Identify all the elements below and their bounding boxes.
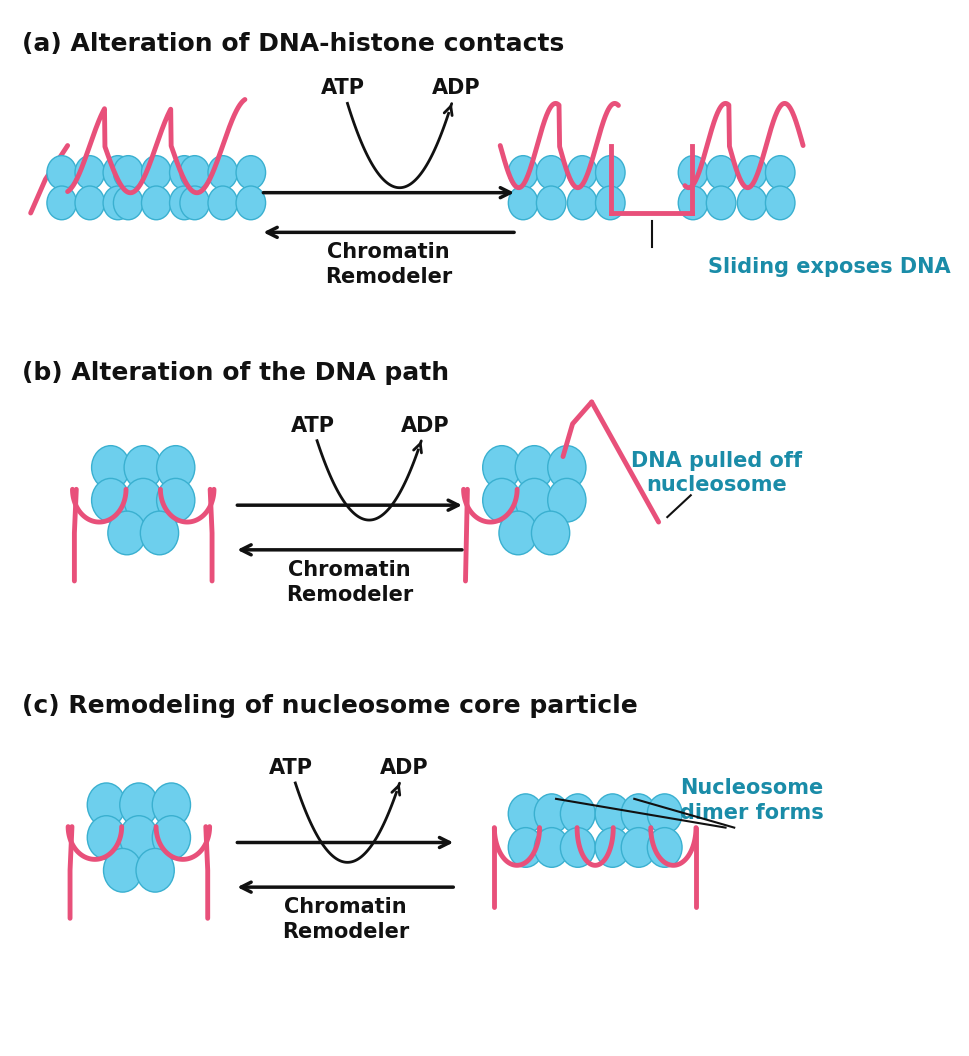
Circle shape bbox=[536, 186, 565, 220]
Text: (b) Alteration of the DNA path: (b) Alteration of the DNA path bbox=[21, 361, 449, 385]
Circle shape bbox=[235, 186, 266, 220]
Circle shape bbox=[515, 478, 553, 522]
Circle shape bbox=[483, 478, 520, 522]
Circle shape bbox=[765, 186, 795, 220]
Circle shape bbox=[87, 782, 125, 827]
Circle shape bbox=[595, 186, 624, 220]
Circle shape bbox=[677, 155, 707, 189]
Circle shape bbox=[705, 186, 735, 220]
Circle shape bbox=[620, 794, 655, 833]
Text: Chromatin
Remodeler: Chromatin Remodeler bbox=[286, 560, 413, 604]
Circle shape bbox=[765, 155, 795, 189]
Circle shape bbox=[646, 794, 681, 833]
Text: ADP: ADP bbox=[401, 416, 450, 436]
Circle shape bbox=[536, 155, 565, 189]
Circle shape bbox=[91, 478, 130, 522]
Circle shape bbox=[567, 186, 596, 220]
Circle shape bbox=[179, 186, 209, 220]
Text: Chromatin
Remodeler: Chromatin Remodeler bbox=[281, 897, 409, 942]
Circle shape bbox=[534, 828, 569, 867]
Circle shape bbox=[104, 848, 141, 892]
Circle shape bbox=[547, 446, 585, 489]
Circle shape bbox=[119, 815, 158, 860]
Circle shape bbox=[595, 155, 624, 189]
Circle shape bbox=[47, 186, 77, 220]
Circle shape bbox=[156, 478, 195, 522]
Circle shape bbox=[595, 794, 629, 833]
Circle shape bbox=[108, 511, 146, 554]
Circle shape bbox=[677, 186, 707, 220]
Circle shape bbox=[620, 828, 655, 867]
Text: Chromatin
Remodeler: Chromatin Remodeler bbox=[325, 242, 452, 287]
Circle shape bbox=[547, 478, 585, 522]
Circle shape bbox=[515, 446, 553, 489]
Circle shape bbox=[141, 155, 171, 189]
Circle shape bbox=[508, 828, 543, 867]
Circle shape bbox=[560, 828, 595, 867]
Circle shape bbox=[75, 186, 105, 220]
Circle shape bbox=[152, 782, 190, 827]
Circle shape bbox=[156, 446, 195, 489]
Text: DNA pulled off
nucleosome: DNA pulled off nucleosome bbox=[631, 451, 801, 495]
Text: ATP: ATP bbox=[268, 758, 313, 778]
Circle shape bbox=[75, 155, 105, 189]
Circle shape bbox=[567, 155, 596, 189]
Circle shape bbox=[179, 155, 209, 189]
Circle shape bbox=[141, 186, 171, 220]
Circle shape bbox=[207, 155, 237, 189]
Circle shape bbox=[113, 186, 142, 220]
Circle shape bbox=[235, 155, 266, 189]
Text: (a) Alteration of DNA-histone contacts: (a) Alteration of DNA-histone contacts bbox=[21, 32, 563, 56]
Circle shape bbox=[170, 155, 199, 189]
Circle shape bbox=[498, 511, 537, 554]
Circle shape bbox=[483, 446, 520, 489]
Circle shape bbox=[141, 511, 178, 554]
Circle shape bbox=[119, 782, 158, 827]
Text: ADP: ADP bbox=[379, 758, 428, 778]
Text: (c) Remodeling of nucleosome core particle: (c) Remodeling of nucleosome core partic… bbox=[21, 694, 637, 718]
Circle shape bbox=[508, 186, 538, 220]
Circle shape bbox=[736, 155, 766, 189]
Circle shape bbox=[103, 186, 133, 220]
Circle shape bbox=[534, 794, 569, 833]
Circle shape bbox=[560, 794, 595, 833]
Circle shape bbox=[531, 511, 569, 554]
Text: ATP: ATP bbox=[321, 78, 364, 98]
Circle shape bbox=[113, 155, 142, 189]
Circle shape bbox=[170, 186, 199, 220]
Circle shape bbox=[124, 478, 162, 522]
Circle shape bbox=[91, 446, 130, 489]
Text: Nucleosome
dimer forms: Nucleosome dimer forms bbox=[679, 778, 823, 823]
Circle shape bbox=[508, 794, 543, 833]
Text: Sliding exposes DNA: Sliding exposes DNA bbox=[707, 258, 950, 277]
Text: ADP: ADP bbox=[431, 78, 480, 98]
Circle shape bbox=[736, 186, 766, 220]
Circle shape bbox=[87, 815, 125, 860]
Circle shape bbox=[152, 815, 190, 860]
Circle shape bbox=[103, 155, 133, 189]
Circle shape bbox=[705, 155, 735, 189]
Circle shape bbox=[136, 848, 174, 892]
Circle shape bbox=[646, 828, 681, 867]
Circle shape bbox=[595, 828, 629, 867]
Text: ATP: ATP bbox=[291, 416, 334, 436]
Circle shape bbox=[508, 155, 538, 189]
Circle shape bbox=[124, 446, 162, 489]
Circle shape bbox=[47, 155, 77, 189]
Circle shape bbox=[207, 186, 237, 220]
